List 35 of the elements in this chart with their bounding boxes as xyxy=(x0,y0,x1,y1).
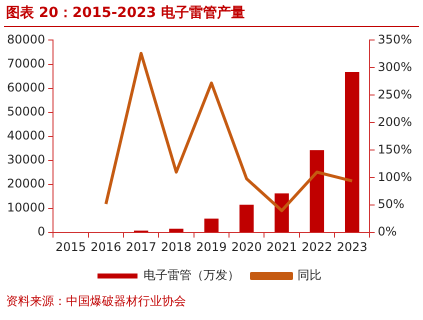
y2-tick-label: 250% xyxy=(378,87,412,102)
legend-label: 同比 xyxy=(298,268,322,282)
text: 资料来源：中国爆破器材行业协会 xyxy=(6,293,186,310)
x-tick-label: 2019 xyxy=(196,240,227,254)
x-tick-label: 2015 xyxy=(55,240,86,254)
bar xyxy=(344,72,360,232)
y2-tick-label: 150% xyxy=(378,142,412,156)
y2-tick-label: 100% xyxy=(378,170,412,184)
y-tick-label: 0 xyxy=(38,224,46,239)
bar xyxy=(310,150,324,232)
x-tick-label: 2022 xyxy=(302,240,332,254)
y-tick-label: 50000 xyxy=(6,104,46,118)
y-tick-label: 70000 xyxy=(6,56,46,70)
y2-tick-label: 0% xyxy=(378,224,397,239)
legend-label: 电子雷管（万发） xyxy=(144,268,240,282)
y-tick-label: 80000 xyxy=(6,32,46,46)
x-tick-label: 2021 xyxy=(266,240,298,254)
y-tick-label: 60000 xyxy=(6,80,46,94)
y2-tick-label: 50% xyxy=(378,197,404,212)
bar xyxy=(204,218,219,232)
x-tick-label: 2023 xyxy=(336,240,368,254)
y-tick-label: 30000 xyxy=(6,152,46,167)
y-tick-label: 10000 xyxy=(6,200,46,215)
x-tick-label: 2017 xyxy=(126,240,156,254)
y2-tick-label: 300% xyxy=(378,60,412,74)
x-tick-label: 2020 xyxy=(231,240,262,254)
chart-title: 图表 20：2015-2023 电子雷管产量 xyxy=(6,4,245,22)
x-tick-label: 2016 xyxy=(90,240,122,254)
bar xyxy=(239,204,254,232)
x-tick-label: 2018 xyxy=(160,240,192,254)
bar xyxy=(169,228,184,232)
y2-tick-label: 200% xyxy=(378,114,412,129)
y2-tick-label: 350% xyxy=(378,32,412,46)
y-tick-label: 20000 xyxy=(6,176,46,191)
y-tick-label: 40000 xyxy=(6,128,46,143)
